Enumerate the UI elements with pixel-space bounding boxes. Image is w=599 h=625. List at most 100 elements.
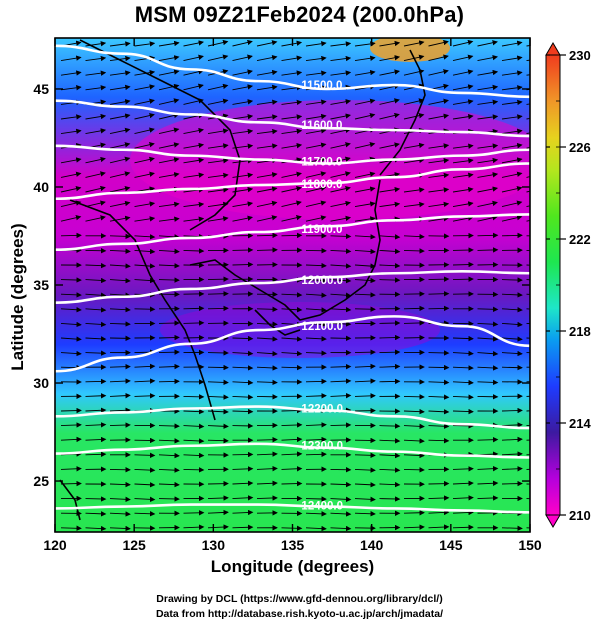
wind-arrow [134, 127, 155, 135]
wind-arrow [232, 509, 254, 516]
wind-arrow [305, 55, 327, 62]
contour-line [55, 405, 530, 430]
wind-arrow [330, 171, 351, 178]
wind-arrow [452, 394, 474, 400]
wind-arrow [207, 54, 229, 62]
wind-arrow [256, 465, 278, 472]
wind-arrow [85, 511, 107, 517]
wind-arrow [158, 481, 180, 488]
wind-arrow [452, 335, 474, 342]
wind-arrow [207, 187, 229, 193]
wind-arrow [403, 423, 425, 430]
wind-arrow [207, 83, 229, 91]
wind-arrow [452, 158, 474, 164]
wind-arrow [60, 321, 82, 328]
contour-label: 12300.0 [301, 441, 343, 453]
wind-arrow [207, 394, 229, 400]
wind-arrow [85, 128, 107, 135]
wind-arrow [134, 98, 155, 105]
wind-arrow [85, 200, 106, 208]
wind-arrow [354, 69, 376, 76]
contour-line [55, 44, 530, 99]
wind-arrow [85, 113, 107, 120]
wind-arrow [232, 69, 253, 76]
wind-arrow [501, 436, 523, 443]
wind-arrow [477, 379, 499, 386]
wind-arrow [256, 114, 278, 120]
wind-arrow [109, 292, 131, 298]
contour-label: 11700.0 [301, 157, 342, 169]
wind-arrow [232, 408, 254, 415]
wind-arrow [134, 112, 155, 120]
wind-arrow [60, 171, 82, 178]
wind-arrow [109, 407, 131, 413]
wind-arrow [60, 525, 82, 531]
wind-arrow [207, 39, 229, 47]
colorbar-tick-label: 218 [569, 324, 591, 339]
wind-arrow [109, 127, 131, 135]
wind-arrow [183, 142, 205, 149]
wind-arrow [134, 263, 156, 269]
wind-arrow [403, 233, 425, 240]
wind-arrow [379, 98, 400, 105]
wind-arrow [60, 350, 82, 357]
wind-arrow [134, 482, 156, 488]
wind-arrow [207, 291, 229, 297]
wind-arrow [134, 452, 156, 459]
wind-arrow [158, 83, 180, 91]
wind-arrow [354, 248, 376, 255]
colorbar-tick-label: 222 [569, 232, 591, 247]
wind-arrow [477, 114, 499, 120]
wind-arrow [452, 276, 474, 282]
wind-arrow [305, 277, 327, 284]
wind-arrow [256, 232, 278, 239]
wind-arrow [85, 321, 107, 328]
wind-arrow [256, 54, 278, 62]
wind-arrow [183, 248, 205, 254]
wind-arrow [60, 407, 82, 414]
wind-arrow [501, 525, 523, 531]
wind-arrow [109, 363, 131, 370]
wind-arrow [354, 306, 376, 312]
wind-arrow [379, 263, 401, 269]
wind-arrow [452, 350, 474, 357]
wind-arrow [452, 69, 474, 76]
wind-arrow [256, 306, 278, 312]
wind-arrow [158, 277, 180, 283]
wind-arrow [428, 143, 450, 149]
wind-arrow [60, 157, 82, 164]
wind-arrow [281, 128, 303, 135]
wind-arrow [354, 112, 376, 120]
wind-arrow [85, 70, 107, 76]
wind-arrow [256, 128, 278, 135]
wind-arrow [330, 292, 352, 298]
wind-arrow [183, 394, 205, 400]
wind-arrow [428, 423, 450, 429]
wind-arrow [330, 127, 351, 135]
wind-arrow [85, 336, 107, 342]
wind-arrow [109, 277, 131, 284]
wind-arrow [501, 128, 523, 135]
wind-arrow [109, 378, 131, 384]
x-tick-label: 135 [281, 537, 305, 553]
wind-arrow [477, 215, 498, 222]
wind-arrow [379, 69, 400, 76]
wind-arrow [85, 436, 107, 443]
wind-arrow [281, 407, 303, 414]
colorbar-tick-label: 214 [569, 416, 591, 431]
wind-arrow [501, 142, 523, 149]
wind-arrow [109, 496, 131, 503]
wind-arrow [158, 438, 180, 444]
wind-arrow [305, 451, 327, 458]
wind-arrow [354, 171, 376, 178]
wind-arrow [232, 215, 254, 222]
y-axis-title: Latitude (degrees) [8, 223, 27, 371]
wind-arrow [452, 172, 474, 178]
wind-arrow [60, 307, 82, 313]
wind-arrow [330, 248, 352, 254]
colorbar-tick-label: 226 [569, 140, 591, 155]
wind-arrow [428, 437, 450, 444]
wind-arrow [305, 393, 327, 399]
wind-arrow [305, 185, 327, 193]
wind-arrow [305, 41, 327, 47]
